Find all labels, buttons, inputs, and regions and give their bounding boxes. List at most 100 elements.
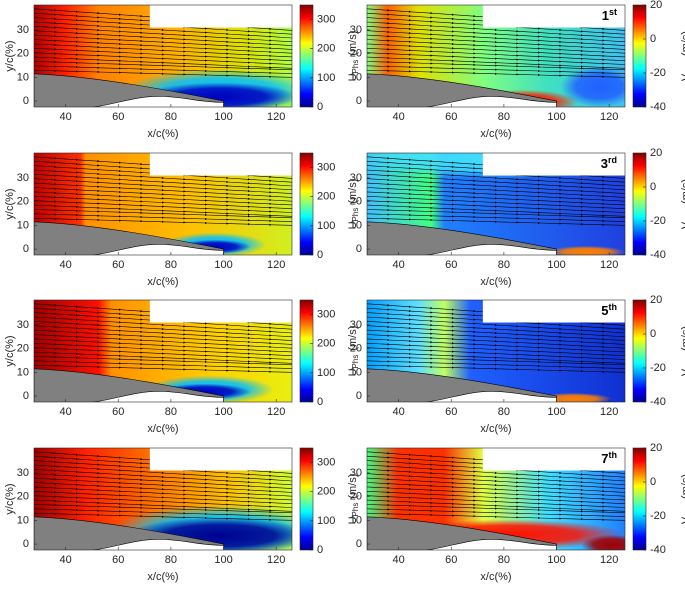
colorbar-tick-label: -20 bbox=[650, 362, 666, 374]
x-tick-label: 40 bbox=[392, 554, 404, 566]
x-tick-label: 80 bbox=[498, 259, 510, 271]
panel: 4060801001200102030x/c(%)5th-40-20020VPh… bbox=[350, 294, 685, 435]
field-region bbox=[581, 534, 625, 550]
colorbar-tick-label: -40 bbox=[650, 544, 666, 556]
y-tick-label: 0 bbox=[356, 538, 362, 550]
colorbar-tick-label: 100 bbox=[317, 515, 335, 527]
airfoil-lower bbox=[91, 243, 224, 255]
field bbox=[367, 153, 625, 255]
colorbar-label: UPhs (m/s) bbox=[347, 31, 360, 82]
colorbar-label-symbol: V bbox=[680, 368, 685, 376]
x-axis-label: x/c(%) bbox=[480, 128, 511, 140]
y-axis-label: y/c(%) bbox=[4, 40, 16, 71]
field bbox=[34, 5, 292, 107]
colorbar-tick-label: 100 bbox=[317, 220, 335, 232]
x-tick-label: 120 bbox=[600, 259, 618, 271]
x-tick-label: 80 bbox=[165, 406, 177, 418]
x-axis-label: x/c(%) bbox=[480, 423, 511, 435]
colorbar-label-symbol: V bbox=[680, 516, 685, 524]
colorbar-label-symbol: U bbox=[347, 73, 359, 81]
annotation: 7th bbox=[601, 450, 617, 466]
colorbar-tick-label: 300 bbox=[317, 456, 335, 468]
colorbar-tick-label: 300 bbox=[317, 161, 335, 173]
colorbar-label-unit: (m/s) bbox=[347, 326, 359, 351]
annotation: 1st bbox=[602, 7, 617, 23]
y-tick-label: 30 bbox=[17, 172, 29, 184]
colorbar-label-unit: (m/s) bbox=[347, 179, 359, 204]
colorbar-label-sub: Phs bbox=[351, 208, 360, 222]
annotation-suffix: st bbox=[609, 7, 617, 17]
y-tick-label: 20 bbox=[350, 491, 362, 503]
colorbar-label: UPhs (m/s) bbox=[347, 179, 360, 230]
y-tick-label: 20 bbox=[350, 48, 362, 60]
masked-region bbox=[482, 153, 625, 176]
x-tick-label: 40 bbox=[59, 111, 71, 123]
airfoil-lower bbox=[91, 390, 224, 402]
x-tick-label: 60 bbox=[112, 406, 124, 418]
y-tick-label: 30 bbox=[17, 467, 29, 479]
airfoil-lower bbox=[424, 95, 557, 107]
annotation: 5th bbox=[601, 302, 617, 318]
y-tick-label: 30 bbox=[350, 467, 362, 479]
y-tick-label: 20 bbox=[350, 343, 362, 355]
colorbar-tick-label: 300 bbox=[317, 308, 335, 320]
y-tick-label: 10 bbox=[17, 366, 29, 378]
colorbar-tick-label: 200 bbox=[317, 191, 335, 203]
colorbar-tick-label: -20 bbox=[650, 510, 666, 522]
y-tick-label: 20 bbox=[17, 48, 29, 60]
colorbar-tick-label: 20 bbox=[650, 147, 662, 159]
colorbar bbox=[632, 4, 647, 108]
field bbox=[367, 5, 625, 107]
y-tick-label: 0 bbox=[23, 390, 29, 402]
x-tick-label: 100 bbox=[214, 259, 232, 271]
x-tick-label: 40 bbox=[392, 111, 404, 123]
y-tick-label: 0 bbox=[356, 390, 362, 402]
panel: 40 60 80 100 1200102030x/c(%)y/c(%)010020030… bbox=[4, 299, 360, 435]
x-tick-label: 40 bbox=[59, 406, 71, 418]
colorbar-tick-label: 200 bbox=[317, 338, 335, 350]
x-tick-label: 40 bbox=[392, 259, 404, 271]
x-tick-label: 60 bbox=[445, 554, 457, 566]
colorbar-tick-label: 200 bbox=[317, 486, 335, 498]
y-tick-label: 10 bbox=[350, 71, 362, 83]
colorbar-label-sub: Phs bbox=[351, 503, 360, 517]
annotation: 3rd bbox=[601, 155, 617, 171]
y-tick-label: 10 bbox=[17, 71, 29, 83]
y-tick-label: 30 bbox=[350, 319, 362, 331]
colorbar-tick-label: 0 bbox=[650, 328, 656, 340]
colorbar-label-unit: (m/s) bbox=[680, 326, 685, 351]
colorbar-tick-label: 0 bbox=[650, 476, 656, 488]
colorbar-tick-label: 0 bbox=[317, 249, 323, 261]
colorbar-label-unit: (m/s) bbox=[680, 179, 685, 204]
colorbar-label-symbol: U bbox=[347, 368, 359, 376]
x-tick-label: 120 bbox=[267, 554, 285, 566]
x-tick-label: 40 bbox=[59, 554, 71, 566]
colorbar-tick-label: 20 bbox=[650, 294, 662, 306]
colorbar-tick-label: 0 bbox=[650, 33, 656, 45]
panel: 4060801001200102030x/c(%)3rd-40-20020VPh… bbox=[350, 147, 685, 288]
airfoil-lower bbox=[91, 95, 224, 107]
masked-region bbox=[482, 300, 625, 323]
colorbar-tick-label: -20 bbox=[650, 67, 666, 79]
masked-region bbox=[149, 300, 292, 323]
colorbar bbox=[299, 152, 314, 256]
colorbar-label-unit: (m/s) bbox=[347, 474, 359, 499]
colorbar-tick-label: 100 bbox=[317, 72, 335, 84]
x-tick-label: 80 bbox=[165, 259, 177, 271]
colorbar bbox=[299, 4, 314, 108]
colorbar-tick-label: 200 bbox=[317, 43, 335, 55]
x-tick-label: 120 bbox=[267, 111, 285, 123]
x-tick-label: 100 bbox=[547, 111, 565, 123]
x-tick-label: 120 bbox=[600, 554, 618, 566]
x-tick-label: 120 bbox=[600, 406, 618, 418]
axes-frame bbox=[366, 447, 626, 551]
colorbar-tick-label: 100 bbox=[317, 367, 335, 379]
x-tick-label: 60 bbox=[112, 111, 124, 123]
x-tick-label: 60 bbox=[112, 259, 124, 271]
colorbar-label-symbol: U bbox=[347, 221, 359, 229]
y-tick-label: 20 bbox=[17, 196, 29, 208]
colorbar-tick-label: -20 bbox=[650, 215, 666, 227]
colorbar bbox=[632, 447, 647, 551]
colorbar-label: UPhs (m/s) bbox=[347, 326, 360, 377]
